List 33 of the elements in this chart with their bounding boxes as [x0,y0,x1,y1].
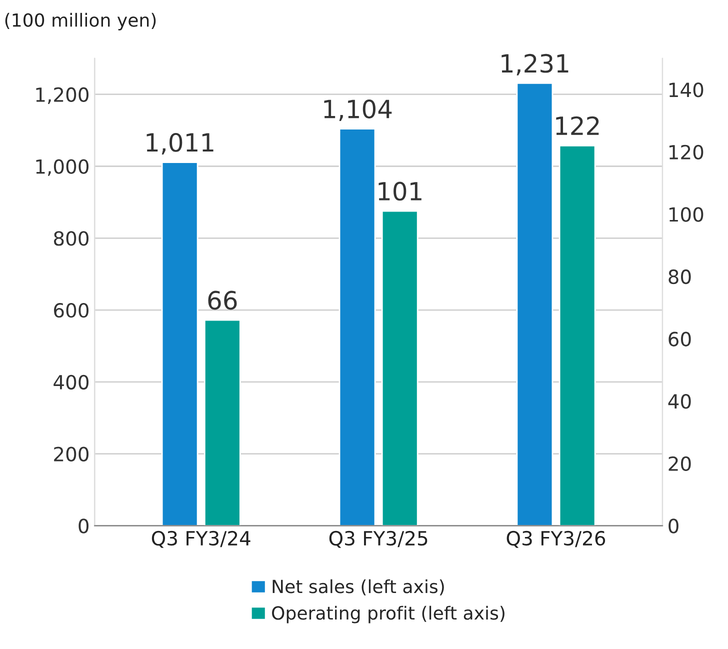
y2-tick-label: 120 [669,144,704,160]
y2-tick-label: 100 [669,207,704,222]
bar [204,319,241,526]
bar [381,210,418,526]
data-label: 1,104 [324,100,392,122]
data-label: 101 [378,182,422,201]
y-tick-label: 600 [54,302,88,318]
y-tick-label: 400 [54,374,88,390]
x-tick-label: Q3 FY3/25 [329,530,428,548]
legend-label: Net sales (left axis) [272,579,444,596]
bar [338,128,376,526]
y2-tick-label: 40 [668,394,691,409]
bar [558,144,596,526]
y2-tick-label: 20 [668,456,691,472]
y-tick-label: 800 [54,231,88,246]
x-tick-label: Q3 FY3/26 [506,530,606,548]
bar [516,82,554,526]
x-tick-label: Q3 FY3/24 [152,530,250,548]
data-label: 122 [556,116,599,135]
y2-tick-label: 0 [668,518,678,534]
y-tick-label: 200 [54,446,88,462]
y-axis-title: (100 million yen) [5,12,156,30]
y-tick-label: 0 [78,518,88,534]
data-label: 1,231 [502,54,568,76]
legend-label: Operating profit (left axis) [272,606,504,624]
y2-tick-label: 60 [668,332,691,346]
y-tick-label: 1,200 [36,87,88,104]
data-label: 66 [208,290,237,310]
bar [161,162,198,526]
y2-tick-label: 140 [669,82,704,98]
y-tick-label: 1,000 [36,159,88,176]
data-label: 1,011 [146,132,214,154]
y2-tick-label: 80 [668,269,691,284]
